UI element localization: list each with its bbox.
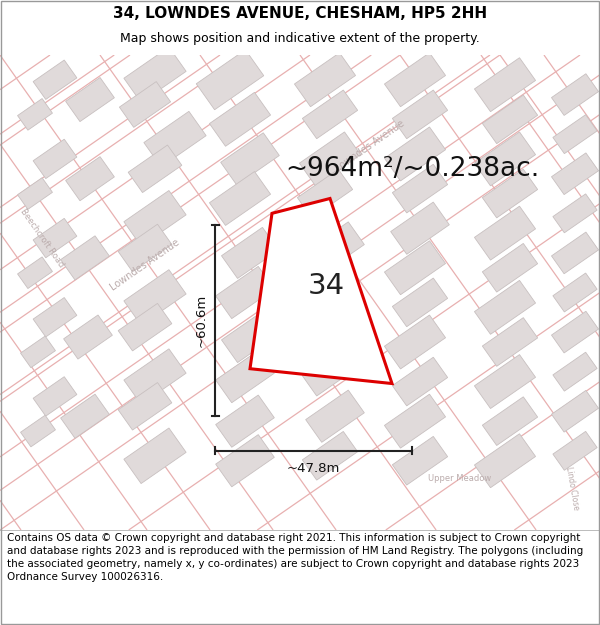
Polygon shape — [385, 52, 446, 107]
Polygon shape — [391, 202, 449, 254]
Text: Lindo Close: Lindo Close — [564, 466, 580, 511]
Text: 34: 34 — [307, 272, 344, 300]
Polygon shape — [221, 132, 280, 185]
Polygon shape — [144, 111, 206, 167]
Polygon shape — [65, 157, 115, 201]
Polygon shape — [215, 434, 274, 487]
Polygon shape — [17, 177, 52, 209]
Polygon shape — [385, 127, 446, 181]
Polygon shape — [119, 82, 170, 127]
Polygon shape — [33, 60, 77, 99]
Polygon shape — [551, 391, 599, 432]
Polygon shape — [475, 281, 536, 334]
Polygon shape — [118, 303, 172, 351]
Polygon shape — [475, 434, 536, 488]
Text: Beechcroft Road: Beechcroft Road — [19, 207, 65, 269]
Polygon shape — [553, 431, 597, 470]
Polygon shape — [392, 436, 448, 485]
Polygon shape — [392, 357, 448, 406]
Polygon shape — [215, 266, 274, 319]
Polygon shape — [482, 397, 538, 446]
Polygon shape — [392, 278, 448, 327]
Text: Upper Meadow: Upper Meadow — [428, 474, 491, 483]
Polygon shape — [305, 390, 364, 442]
Polygon shape — [482, 244, 538, 292]
Polygon shape — [209, 171, 271, 226]
Polygon shape — [61, 236, 109, 280]
Polygon shape — [385, 394, 446, 448]
Polygon shape — [475, 206, 536, 260]
Polygon shape — [33, 218, 77, 258]
Polygon shape — [17, 99, 52, 130]
Polygon shape — [33, 377, 77, 416]
Polygon shape — [196, 50, 264, 110]
Text: 34, LOWNDES AVENUE, CHESHAM, HP5 2HH: 34, LOWNDES AVENUE, CHESHAM, HP5 2HH — [113, 6, 487, 21]
Text: ~964m²/~0.238ac.: ~964m²/~0.238ac. — [285, 156, 539, 182]
Polygon shape — [302, 431, 358, 480]
Polygon shape — [295, 52, 356, 107]
Text: Lowndes Avenue: Lowndes Avenue — [334, 118, 407, 174]
Polygon shape — [118, 382, 172, 430]
Polygon shape — [553, 273, 597, 312]
Polygon shape — [124, 349, 186, 404]
Polygon shape — [124, 428, 186, 484]
Polygon shape — [482, 318, 538, 366]
Polygon shape — [299, 132, 361, 186]
Polygon shape — [553, 194, 597, 232]
Polygon shape — [17, 257, 52, 289]
Polygon shape — [298, 169, 353, 218]
Polygon shape — [553, 115, 597, 154]
Text: Contains OS data © Crown copyright and database right 2021. This information is : Contains OS data © Crown copyright and d… — [7, 533, 583, 582]
Polygon shape — [128, 145, 182, 192]
Polygon shape — [209, 92, 271, 146]
Polygon shape — [305, 306, 364, 358]
Polygon shape — [33, 298, 77, 337]
Polygon shape — [124, 191, 186, 246]
Text: ~47.8m: ~47.8m — [287, 462, 340, 475]
Polygon shape — [482, 95, 538, 144]
Polygon shape — [33, 139, 77, 179]
Polygon shape — [392, 90, 448, 139]
Polygon shape — [215, 395, 274, 448]
Text: ~60.6m: ~60.6m — [194, 294, 208, 348]
Polygon shape — [302, 263, 358, 312]
Polygon shape — [124, 47, 186, 102]
Polygon shape — [385, 241, 446, 295]
Polygon shape — [61, 394, 109, 438]
Polygon shape — [551, 74, 599, 116]
Polygon shape — [118, 224, 172, 272]
Text: Map shows position and indicative extent of the property.: Map shows position and indicative extent… — [120, 32, 480, 45]
Polygon shape — [221, 228, 278, 279]
Polygon shape — [124, 269, 186, 325]
Polygon shape — [20, 336, 55, 367]
Polygon shape — [392, 164, 448, 213]
Polygon shape — [385, 315, 446, 369]
Polygon shape — [551, 153, 599, 194]
Polygon shape — [551, 232, 599, 274]
Polygon shape — [482, 169, 538, 218]
Polygon shape — [475, 354, 536, 409]
Polygon shape — [551, 311, 599, 353]
Polygon shape — [250, 199, 392, 384]
Polygon shape — [475, 58, 536, 112]
Text: Lowndes Avenue: Lowndes Avenue — [109, 237, 182, 292]
Polygon shape — [215, 351, 274, 403]
Polygon shape — [475, 132, 536, 186]
Polygon shape — [553, 352, 597, 391]
Polygon shape — [302, 348, 358, 396]
Polygon shape — [65, 78, 115, 122]
Polygon shape — [64, 315, 112, 359]
Polygon shape — [302, 90, 358, 139]
Polygon shape — [305, 222, 364, 274]
Polygon shape — [221, 311, 278, 362]
Polygon shape — [20, 415, 55, 447]
